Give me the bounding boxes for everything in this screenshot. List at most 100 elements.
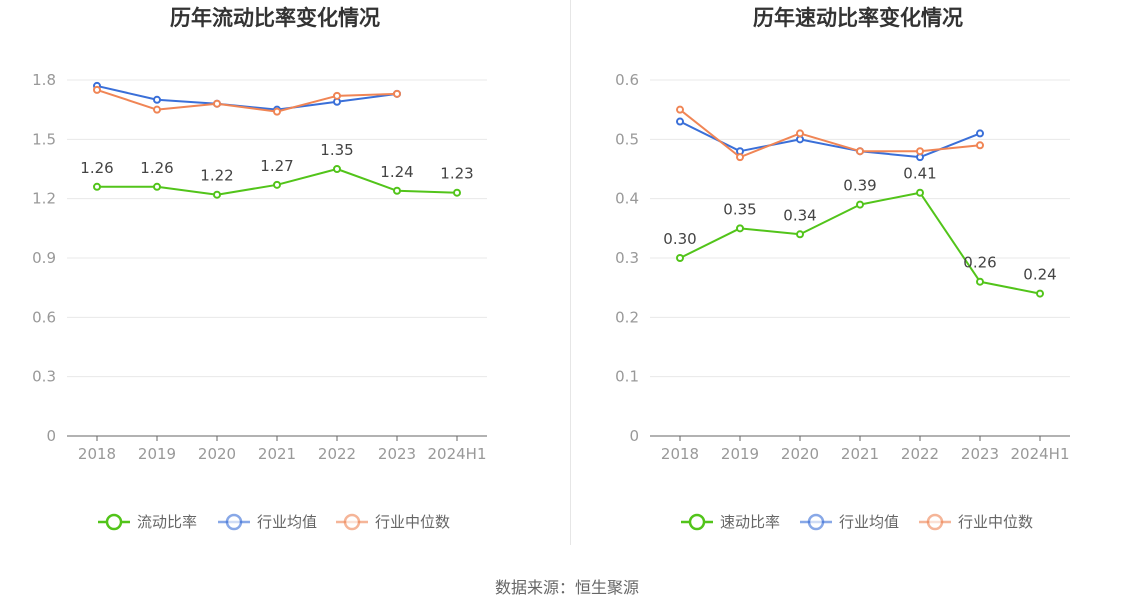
x-tick-label: 2019: [721, 445, 759, 463]
y-tick-label: 0.4: [615, 190, 639, 208]
legend-marker-icon: [225, 513, 243, 531]
legend-label: 流动比率: [137, 513, 197, 531]
legend-label: 行业均值: [839, 513, 899, 531]
legend-marker-icon: [343, 513, 361, 531]
x-tick-label: 2022: [901, 445, 939, 463]
data-point: [676, 254, 684, 262]
x-tick-label: 2023: [378, 445, 416, 463]
data-label: 1.22: [200, 167, 233, 185]
data-label: 0.39: [843, 177, 876, 195]
data-label: 0.34: [783, 206, 816, 224]
x-tick-label: 2018: [661, 445, 699, 463]
data-point: [153, 105, 161, 114]
x-tick-label: 2024H1: [1011, 445, 1070, 463]
y-tick-label: 0.6: [615, 71, 639, 89]
data-point: [273, 180, 281, 189]
data-point: [976, 277, 984, 286]
data-label: 0.30: [663, 230, 696, 248]
x-tick-label: 2023: [961, 445, 999, 463]
current-ratio-chart-panel: 历年流动比率变化情况 0 0.3 0.6 0.9 1.2 1.5 1.8 2018 2019 202…: [0, 0, 560, 560]
y-tick-label: 1.5: [32, 130, 56, 148]
data-source-note: 数据来源：恒生聚源: [494, 578, 639, 597]
x-tick-label: 2021: [841, 445, 879, 463]
data-label: 1.27: [260, 157, 293, 175]
data-label: 1.23: [440, 165, 473, 183]
y-tick-label: 0.9: [32, 249, 56, 267]
data-point: [1036, 289, 1044, 298]
y-tick-label: 1.8: [32, 71, 56, 89]
y-tick-label: 0.5: [615, 130, 639, 148]
x-tick-label: 2020: [781, 445, 819, 463]
data-label: 1.24: [380, 163, 413, 181]
quick-ratio-chart-panel: 历年速动比率变化情况 0 0.1 0.2 0.3 0.4 0.5 0.6 2018 2019 202…: [580, 0, 1134, 560]
chart-title: 历年速动比率变化情况: [753, 6, 963, 30]
data-point: [856, 200, 864, 209]
legend-item[interactable]: 速动比率: [681, 513, 780, 531]
data-point: [676, 105, 684, 114]
data-label: 1.26: [140, 159, 173, 177]
data-label: 1.26: [80, 159, 113, 177]
y-tick-label: 0.6: [32, 308, 56, 326]
legend-item[interactable]: 行业中位数: [919, 513, 1033, 531]
data-point: [736, 224, 744, 233]
y-tick-label: 0.2: [615, 308, 639, 326]
data-point: [976, 129, 984, 138]
legend-item[interactable]: 行业中位数: [336, 513, 450, 531]
data-point: [93, 85, 101, 94]
y-tick-label: 0.3: [615, 249, 639, 267]
data-point: [916, 147, 924, 156]
x-tick-label: 2022: [318, 445, 356, 463]
data-point: [796, 230, 804, 239]
panel-divider: [570, 0, 571, 545]
y-tick-label: 0.1: [615, 368, 639, 386]
legend-marker-icon: [926, 513, 944, 531]
series-line-1: [679, 120, 981, 159]
y-tick-label: 0: [629, 427, 639, 445]
y-tick-label: 0: [46, 427, 56, 445]
data-point: [333, 165, 341, 173]
quick-ratio-chart: 历年速动比率变化情况 0 0.1 0.2 0.3 0.4 0.5 0.6 2018 2019 202…: [615, 6, 1070, 531]
legend-marker-icon: [105, 513, 123, 531]
data-point: [856, 147, 864, 156]
legend-label: 行业中位数: [375, 513, 450, 531]
legend-item[interactable]: 行业均值: [800, 513, 899, 531]
data-label: 0.35: [723, 200, 756, 218]
data-label: 0.26: [963, 254, 996, 272]
series-line-2: [679, 108, 981, 159]
y-tick-label: 1.2: [32, 190, 56, 208]
data-point: [273, 107, 281, 116]
chart-title: 历年流动比率变化情况: [170, 6, 380, 30]
data-point: [796, 129, 804, 138]
y-tick-label: 0.3: [32, 368, 56, 386]
x-tick-label: 2019: [138, 445, 176, 463]
legend-marker-icon: [688, 513, 706, 531]
x-tick-label: 2024H1: [428, 445, 487, 463]
data-point: [153, 182, 161, 191]
legend-label: 行业均值: [257, 513, 317, 531]
data-label: 1.35: [320, 141, 353, 159]
data-point: [976, 141, 984, 150]
legend-label: 行业中位数: [958, 513, 1033, 531]
data-point: [736, 153, 744, 162]
data-point: [916, 188, 924, 197]
data-point: [333, 91, 341, 100]
data-point: [93, 182, 101, 191]
x-tick-label: 2020: [198, 445, 236, 463]
data-point: [393, 89, 401, 98]
data-point: [153, 95, 161, 104]
legend-item[interactable]: 流动比率: [98, 513, 197, 531]
legend-label: 速动比率: [720, 513, 780, 531]
data-point: [393, 186, 401, 195]
data-label: 0.41: [903, 165, 936, 183]
data-point: [213, 190, 221, 199]
data-point: [676, 117, 684, 126]
legend-item[interactable]: 行业均值: [218, 513, 317, 531]
series-line-1: [96, 84, 398, 111]
series-line-2: [96, 88, 398, 113]
current-ratio-chart: 历年流动比率变化情况 0 0.3 0.6 0.9 1.2 1.5 1.8 2018 2019 202…: [32, 6, 487, 531]
x-tick-label: 2018: [78, 445, 116, 463]
x-tick-label: 2021: [258, 445, 296, 463]
legend-marker-icon: [807, 513, 825, 531]
data-label: 0.24: [1023, 266, 1056, 284]
data-point: [213, 99, 221, 108]
